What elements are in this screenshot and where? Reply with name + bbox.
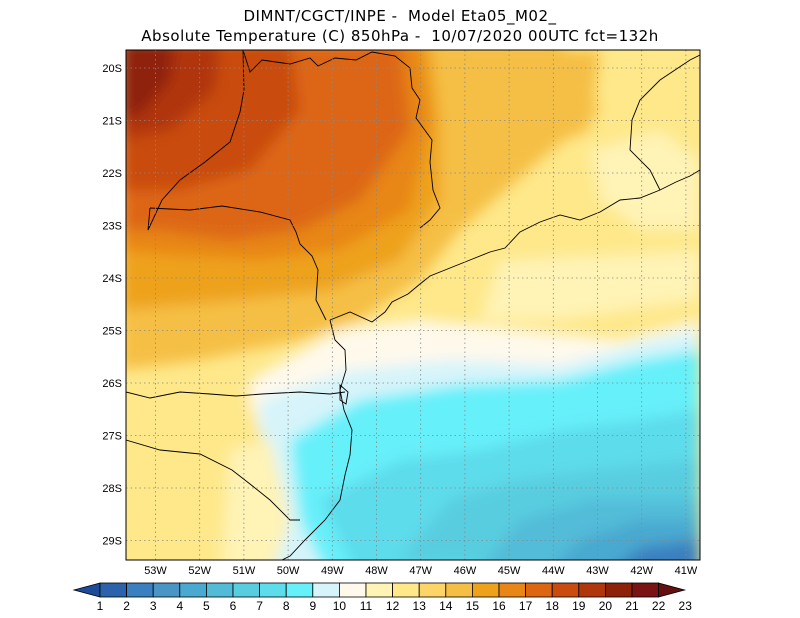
map-title-line-2: Absolute Temperature (C) 850hPa - 10/07/… [141,27,659,45]
coast-south [281,319,353,560]
colorbar-swatch [605,582,633,598]
colorbar-label: 5 [203,599,210,613]
colorbar-label: 19 [572,599,586,613]
colorbar-label: 16 [492,599,506,613]
colorbar-swatch [205,582,234,598]
colorbar-label: 4 [176,599,183,613]
temperature-field [126,50,700,560]
lon-label: 45W [498,565,521,577]
colorbar-label: 21 [625,599,639,613]
lat-label: 22S [102,168,122,180]
colorbar-labels: 1 2 3 4 5 6 7 8 9 10 11 12 13 14 15 16 17 18 19 20 21 22 23 [97,599,693,613]
colorbar-swatch [631,582,660,598]
colorbar-label: 15 [466,599,480,613]
colorbar-swatch [418,582,447,598]
colorbar-swatch [578,582,606,598]
colorbar-swatch [99,582,128,598]
colorbar-swatch [445,582,473,598]
colorbar-label: 20 [599,599,613,613]
map-frame [125,49,701,561]
lat-label: 29S [102,536,122,548]
colorbar-swatch [392,582,420,598]
colorbar-label: 17 [519,599,533,613]
colorbar-arrow-high [658,582,687,598]
coastline-borders [126,50,700,560]
colorbar-swatch [525,582,553,598]
map-grid [126,50,700,560]
colorbar-label: 2 [123,599,130,613]
colorbar-swatch [285,582,314,598]
lon-label: 46W [454,565,477,577]
latitude-labels: 20S 21S 22S 23S 24S 25S 26S 27S 28S 29S [102,63,122,548]
colorbar-label: 1 [97,599,104,613]
coast-southeast [329,169,700,323]
colorbar-swatch [179,582,207,598]
colorbar [72,582,687,598]
colorbar-swatch [259,582,287,598]
colorbar-swatch [365,582,394,598]
colorbar-arrow-low [72,582,101,598]
lon-label: 47W [409,565,432,577]
lon-label: 51W [233,565,256,577]
colorbar-label: 13 [413,599,427,613]
lon-label: 50W [277,565,300,577]
lon-label: 48W [365,565,388,577]
lat-label: 24S [102,273,122,285]
colorbar-swatch [551,582,580,598]
lon-label: 44W [542,565,565,577]
colorbar-label: 23 [679,599,693,613]
lat-label: 25S [102,326,122,338]
coast-north-rj [629,54,700,191]
state-border-pr-sp [149,205,327,321]
colorbar-label: 8 [283,599,290,613]
lon-label: 43W [586,565,609,577]
colorbar-swatch [338,582,367,598]
colorbar-swatch [152,582,181,598]
lon-label: 42W [630,565,653,577]
lat-label: 20S [102,63,122,75]
lat-label: 28S [102,483,122,495]
colorbar-label: 6 [230,599,237,613]
state-border-ms-pr [147,50,245,231]
colorbar-swatch [232,582,261,598]
lon-label: 49W [321,565,344,577]
lat-label: 21S [102,116,122,128]
colorbar-label: 7 [256,599,263,613]
colorbar-label: 12 [386,599,400,613]
colorbar-swatch [471,582,500,598]
state-border-pr-sc [126,391,346,399]
lon-label: 41W [675,565,698,577]
lagoon [339,384,349,405]
colorbar-label: 9 [309,599,316,613]
colorbar-swatch [126,582,154,598]
colorbar-label: 22 [652,599,666,613]
colorbar-label: 11 [360,599,373,613]
lat-label: 27S [102,431,122,443]
map-title-line-1: DIMNT/CGCT/INPE - Model Eta05_M02_ [243,7,557,25]
colorbar-label: 10 [333,599,347,613]
lat-label: 23S [102,221,122,233]
lat-label: 26S [102,378,122,390]
colorbar-swatch [312,582,340,598]
lon-label: 53W [144,565,167,577]
colorbar-label: 3 [150,599,157,613]
lon-label: 52W [188,565,211,577]
longitude-labels: 53W 52W 51W 50W 49W 48W 47W 46W 45W 44W 43W 42W 41W [144,565,698,577]
colorbar-label: 18 [546,599,560,613]
colorbar-label: 14 [439,599,453,613]
state-border-sc-rs [126,439,300,521]
colorbar-swatch [498,582,527,598]
state-border-sp-mg [242,50,441,229]
